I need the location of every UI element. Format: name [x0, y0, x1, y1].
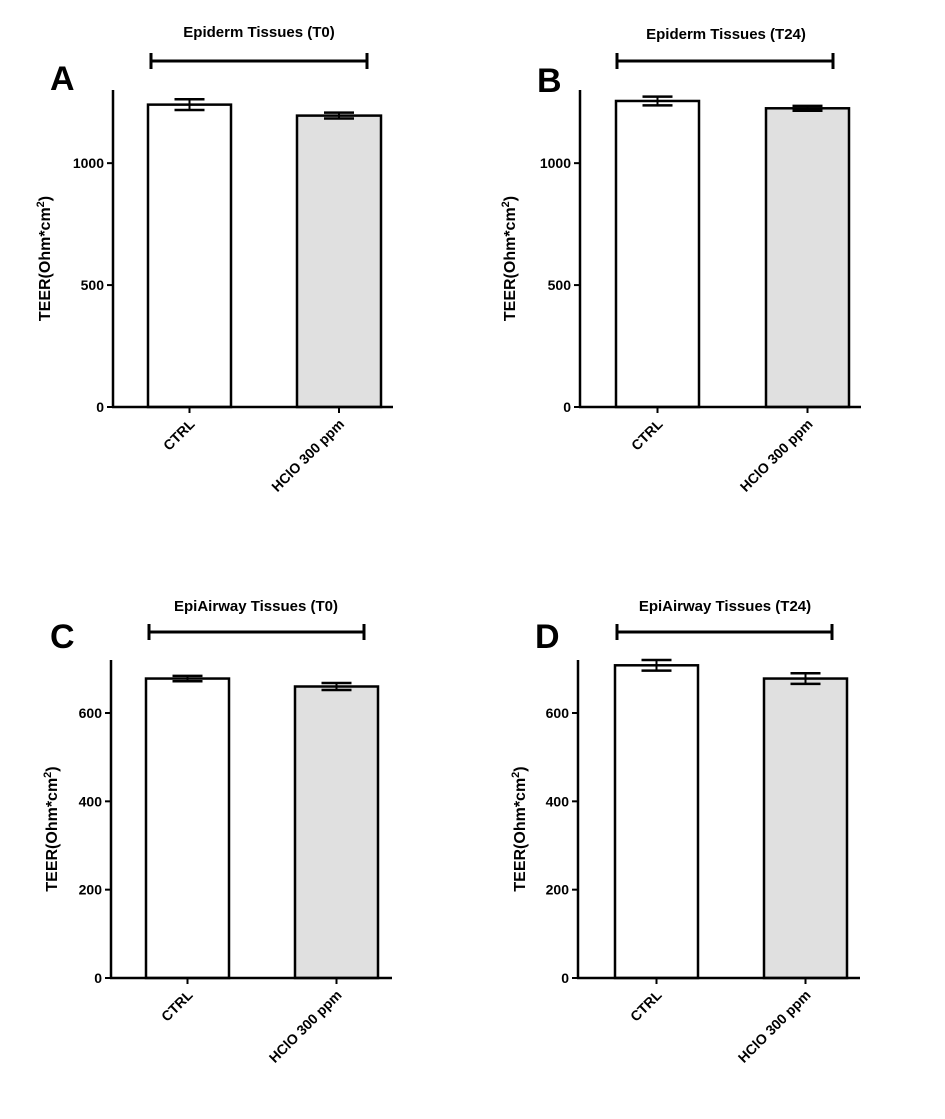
bar-hclo — [293, 685, 380, 980]
x-category-label: HClO 300 ppm — [266, 987, 345, 1066]
y-tick-label: 0 — [94, 970, 102, 986]
panel-d: D EpiAirway Tissues (T24) 0 200 400 600 CTRL HC… — [510, 598, 860, 1066]
x-category-label: CTRL — [158, 986, 196, 1024]
panel-letter: A — [50, 60, 75, 98]
bar-ctrl — [614, 99, 701, 409]
y-axis-label: TEER(Ohm*cm2) — [35, 196, 54, 321]
x-category-label: CTRL — [160, 415, 198, 453]
bar-ctrl — [144, 677, 231, 980]
x-category-label: CTRL — [628, 415, 666, 453]
chart-title: Epiderm Tissues (T24) — [646, 26, 806, 43]
x-category-label: CTRL — [627, 986, 665, 1024]
chart-title: EpiAirway Tissues (T0) — [174, 598, 338, 615]
chart-title: Epiderm Tissues (T0) — [183, 24, 334, 41]
y-tick-label: 1000 — [540, 155, 571, 171]
y-axis-label: TEER(Ohm*cm2) — [510, 766, 529, 891]
x-category-label: HClO 300 ppm — [268, 416, 347, 495]
panel-c: C EpiAirway Tissues (T0) 0 200 400 600 CTRL HCl… — [42, 598, 392, 1066]
y-tick-label: 500 — [548, 277, 572, 293]
panel-letter: C — [50, 618, 75, 656]
bar-hclo — [764, 107, 851, 409]
x-category-label: HClO 300 ppm — [737, 416, 816, 495]
y-tick-label: 400 — [79, 793, 103, 809]
y-tick-label: 1000 — [73, 155, 104, 171]
y-tick-label: 500 — [81, 277, 105, 293]
panel-letter: D — [535, 618, 560, 656]
chart-title: EpiAirway Tissues (T24) — [639, 598, 811, 615]
y-axis-label: TEER(Ohm*cm2) — [500, 196, 519, 321]
y-tick-label: 200 — [546, 882, 570, 898]
panel-letter: B — [537, 62, 562, 100]
y-tick-label: 0 — [563, 399, 571, 415]
bar-ctrl — [146, 103, 233, 409]
y-tick-label: 0 — [561, 970, 569, 986]
panel-a: A Epiderm Tissues (T0) 0 500 1000 CTRL HClO 30… — [35, 24, 393, 495]
y-tick-label: 0 — [96, 399, 104, 415]
y-axis-label: TEER(Ohm*cm2) — [42, 766, 61, 891]
x-category-label: HClO 300 ppm — [735, 987, 814, 1066]
y-tick-label: 400 — [546, 793, 570, 809]
y-tick-label: 600 — [546, 705, 570, 721]
y-tick-label: 600 — [79, 705, 103, 721]
y-tick-label: 200 — [79, 882, 103, 898]
bar-ctrl — [613, 664, 700, 980]
bar-hclo — [295, 114, 383, 409]
panel-b: B Epiderm Tissues (T24) 0 500 1000 CTRL HClO 3… — [500, 26, 861, 495]
bar-hclo — [762, 677, 849, 980]
